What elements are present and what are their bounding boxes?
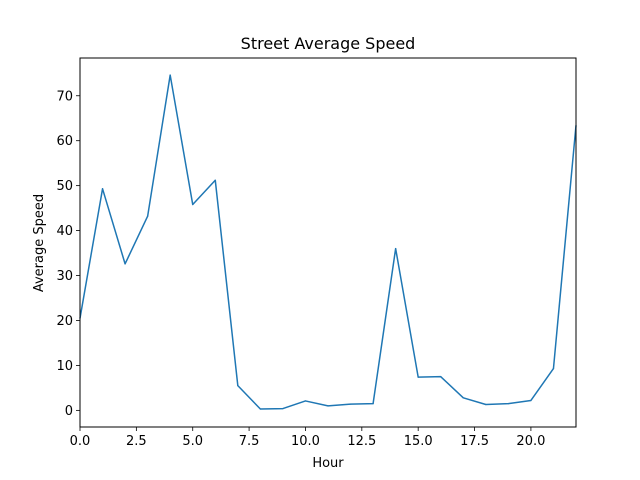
y-tick-label: 10 <box>56 359 73 374</box>
x-tick-label: 10.0 <box>291 434 320 449</box>
x-tick-label: 2.5 <box>126 434 147 449</box>
data-point <box>485 403 487 406</box>
data-point <box>282 407 284 410</box>
y-tick-label: 30 <box>56 269 73 284</box>
data-point <box>507 403 509 405</box>
x-tick-label: 15.0 <box>404 434 433 449</box>
y-tick-label: 50 <box>56 179 73 194</box>
data-point <box>417 376 419 378</box>
y-tick-label: 40 <box>56 224 73 239</box>
data-point <box>462 397 464 399</box>
x-tick-label: 0.0 <box>70 434 91 449</box>
data-point <box>192 203 194 206</box>
x-axis: 0.0 2.5 5.0 7.5 10.0 12.5 15.0 17.5 20.0 <box>70 427 545 449</box>
y-axis: 0 10 20 30 40 50 60 70 <box>56 89 80 419</box>
x-tick-label: 20.0 <box>516 434 545 449</box>
y-tick-label: 70 <box>56 89 73 104</box>
x-tick-label: 7.5 <box>239 434 260 449</box>
data-point <box>124 263 126 265</box>
x-tick-label: 5.0 <box>182 434 203 449</box>
y-axis-label: Average Speed <box>32 194 47 292</box>
x-tick-label: 12.5 <box>347 434 376 449</box>
data-point <box>395 247 397 250</box>
y-tick-label: 0 <box>65 404 73 419</box>
data-point <box>552 367 555 370</box>
data-point <box>327 405 329 407</box>
data-point <box>214 179 216 181</box>
y-tick-label: 20 <box>56 314 73 329</box>
data-point <box>372 403 374 405</box>
x-axis-label: Hour <box>312 456 344 471</box>
y-tick-label: 60 <box>56 134 73 149</box>
chart-title: Street Average Speed <box>241 34 416 53</box>
data-point <box>101 188 104 190</box>
data-point <box>147 215 149 217</box>
data-point <box>169 74 171 76</box>
data-point <box>259 408 261 410</box>
data-point <box>349 403 352 405</box>
data-point <box>440 376 442 378</box>
data-point <box>237 385 239 387</box>
data-point <box>530 399 532 402</box>
plot-frame <box>79 57 577 428</box>
data-point <box>304 400 307 402</box>
x-tick-label: 17.5 <box>460 434 489 449</box>
